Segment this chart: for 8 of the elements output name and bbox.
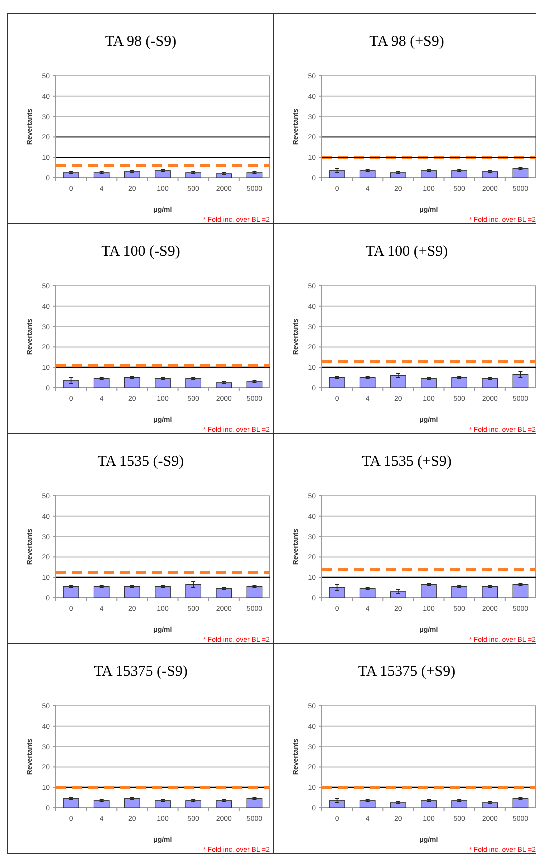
chart-title: TA 1535 (-S9) — [98, 454, 184, 470]
chart-title: TA 98 (-S9) — [105, 34, 177, 50]
chart-title: TA 15375 (+S9) — [358, 664, 456, 680]
chart-title: TA 100 (-S9) — [102, 244, 180, 260]
chart-title: TA 1535 (+S9) — [362, 454, 452, 470]
chart-title: TA 100 (+S9) — [366, 244, 448, 260]
chart-title: TA 15375 (-S9) — [94, 664, 188, 680]
chart-title: TA 98 (+S9) — [370, 34, 444, 50]
